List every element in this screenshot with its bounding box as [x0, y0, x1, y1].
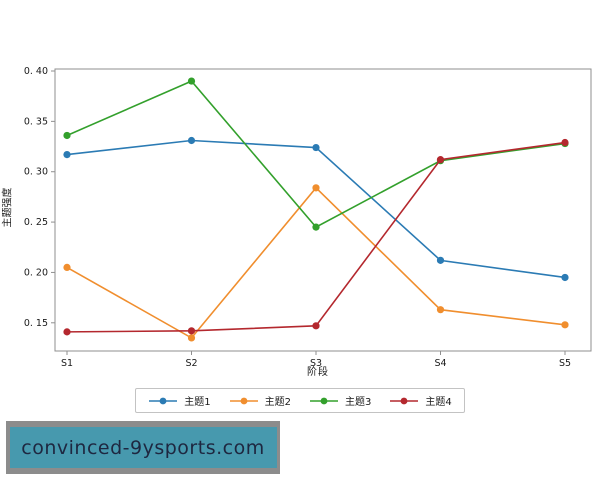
data-point — [63, 263, 71, 272]
data-point — [561, 273, 569, 282]
series-line — [66, 186, 566, 339]
data-point — [312, 143, 320, 152]
x-tick-label: S1 — [61, 358, 73, 369]
x-tick-label: S3 — [310, 358, 322, 369]
legend-label: 主题2 — [264, 397, 291, 408]
legend-label: 主题1 — [184, 397, 211, 408]
watermark-box: convinced-9ysports.com — [9, 427, 277, 468]
data-point — [436, 306, 445, 314]
legend-marker-icon — [149, 397, 178, 404]
data-point — [187, 136, 196, 145]
data-point — [187, 77, 196, 85]
series-line — [66, 141, 566, 333]
y-tick-label: 0. 20 — [24, 267, 48, 278]
legend: 主题1 主题2 主题3 主题4 — [0, 388, 600, 414]
watermark-text: convinced-9ysports.com — [21, 436, 265, 459]
plot-frame — [54, 68, 592, 352]
series-line — [66, 80, 566, 229]
watermark-band: convinced-9ysports.com — [6, 421, 280, 474]
data-point — [187, 327, 196, 335]
y-axis-ticks: 0. 40 0. 35 0. 30 0. 25 0. 20 0. 15 — [24, 66, 55, 329]
data-point — [436, 256, 445, 264]
x-axis-label: 阶段 — [307, 367, 329, 378]
x-tick-label: S4 — [434, 358, 446, 369]
data-point — [312, 223, 320, 231]
line-chart: 0. 400. 350. 300. 250. 200. 15 S1 S2 S3 S4 S… — [24, 66, 592, 369]
legend-marker-icon — [310, 397, 338, 404]
legend-item[interactable]: 主题2 — [229, 393, 291, 408]
x-axis-ticks: S1 S2 S3 S4 S5 — [61, 351, 571, 369]
y-tick-label: 0. 25 — [24, 217, 48, 228]
y-tick-label: 0. 35 — [24, 116, 48, 127]
x-tick-label: S2 — [185, 358, 197, 369]
legend-box: 主题1 主题2 主题3 主题4 — [135, 388, 465, 413]
data-point — [312, 184, 320, 192]
data-point — [312, 322, 320, 330]
y-tick-label: 0. 40 — [24, 66, 48, 77]
y-tick-label: 0. 30 — [24, 167, 48, 178]
y-axis-label: 主题强度 — [2, 187, 14, 228]
legend-label: 主题4 — [425, 397, 452, 408]
data-point — [561, 321, 569, 329]
legend-label: 主题3 — [345, 397, 372, 408]
y-tick-label: 0. 15 — [24, 318, 48, 329]
data-point — [436, 156, 445, 164]
legend-item[interactable]: 主题4 — [389, 393, 452, 408]
data-point — [63, 151, 71, 159]
data-point — [63, 131, 71, 140]
legend-marker-icon — [229, 397, 258, 404]
data-point — [561, 138, 569, 147]
x-tick-label: S5 — [559, 358, 571, 369]
series-lines — [63, 77, 569, 342]
data-point — [63, 328, 71, 336]
data-point — [187, 334, 196, 342]
series-line — [66, 139, 566, 279]
legend-marker-icon — [390, 397, 419, 404]
legend-item[interactable]: 主题3 — [309, 393, 371, 408]
legend-item[interactable]: 主题1 — [148, 393, 211, 408]
